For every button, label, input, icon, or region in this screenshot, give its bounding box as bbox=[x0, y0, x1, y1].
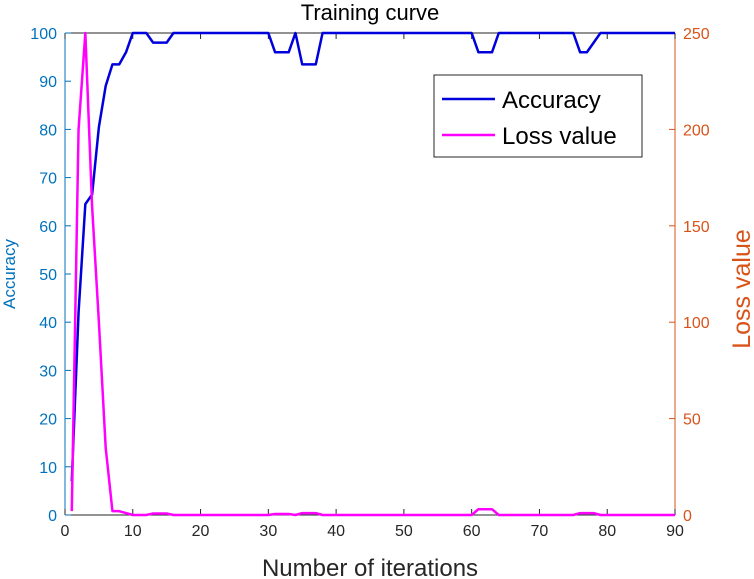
x-tick-label: 30 bbox=[259, 523, 277, 540]
x-tick-label: 50 bbox=[395, 523, 413, 540]
y-tick-label-left: 30 bbox=[39, 363, 57, 380]
y-tick-label-left: 80 bbox=[39, 122, 57, 139]
y-tick-label-right: 50 bbox=[683, 412, 701, 429]
series-layer bbox=[70, 31, 675, 517]
legend-label-accuracy: Accuracy bbox=[502, 87, 601, 114]
x-axis-label: Number of iterations bbox=[262, 555, 478, 579]
chart-title: Training curve bbox=[301, 0, 440, 25]
series-line-accuracy bbox=[70, 31, 675, 482]
y-axis-label-left: Accuracy bbox=[0, 239, 19, 309]
x-tick-label: 70 bbox=[531, 523, 549, 540]
y-tick-label-left: 40 bbox=[39, 315, 57, 332]
legend: Accuracy Loss value bbox=[433, 74, 643, 158]
y-tick-label-right: 250 bbox=[683, 26, 710, 43]
y-tick-label-left: 90 bbox=[39, 74, 57, 91]
y-tick-label-left: 50 bbox=[39, 267, 57, 284]
x-tick-label: 40 bbox=[327, 523, 345, 540]
legend-box bbox=[433, 74, 643, 158]
y-tick-label-left: 0 bbox=[48, 508, 57, 525]
y-tick-label-right: 150 bbox=[683, 219, 710, 236]
x-tick-label: 20 bbox=[192, 523, 210, 540]
y-tick-label-left: 20 bbox=[39, 412, 57, 429]
y-tick-label-right: 100 bbox=[683, 315, 710, 332]
plot-area: 0 10 20 30 40 50 60 70 80 90010203040506070809010… bbox=[30, 26, 710, 540]
y-tick-label-left: 60 bbox=[39, 219, 57, 236]
y-tick-label-left: 100 bbox=[30, 26, 57, 43]
y-tick-label-left: 70 bbox=[39, 171, 57, 188]
legend-label-loss: Loss value bbox=[502, 123, 617, 150]
x-tick-label: 10 bbox=[124, 523, 142, 540]
y-tick-label-right: 200 bbox=[683, 122, 710, 139]
x-tick-label: 90 bbox=[666, 523, 684, 540]
x-tick-label: 60 bbox=[463, 523, 481, 540]
x-tick-label: 80 bbox=[598, 523, 616, 540]
series-line-loss bbox=[70, 31, 675, 517]
y-tick-label-right: 0 bbox=[683, 508, 692, 525]
y-axis-label-right: Loss value bbox=[728, 229, 754, 349]
x-tick-label: 0 bbox=[61, 523, 70, 540]
y-tick-label-left: 10 bbox=[39, 460, 57, 477]
